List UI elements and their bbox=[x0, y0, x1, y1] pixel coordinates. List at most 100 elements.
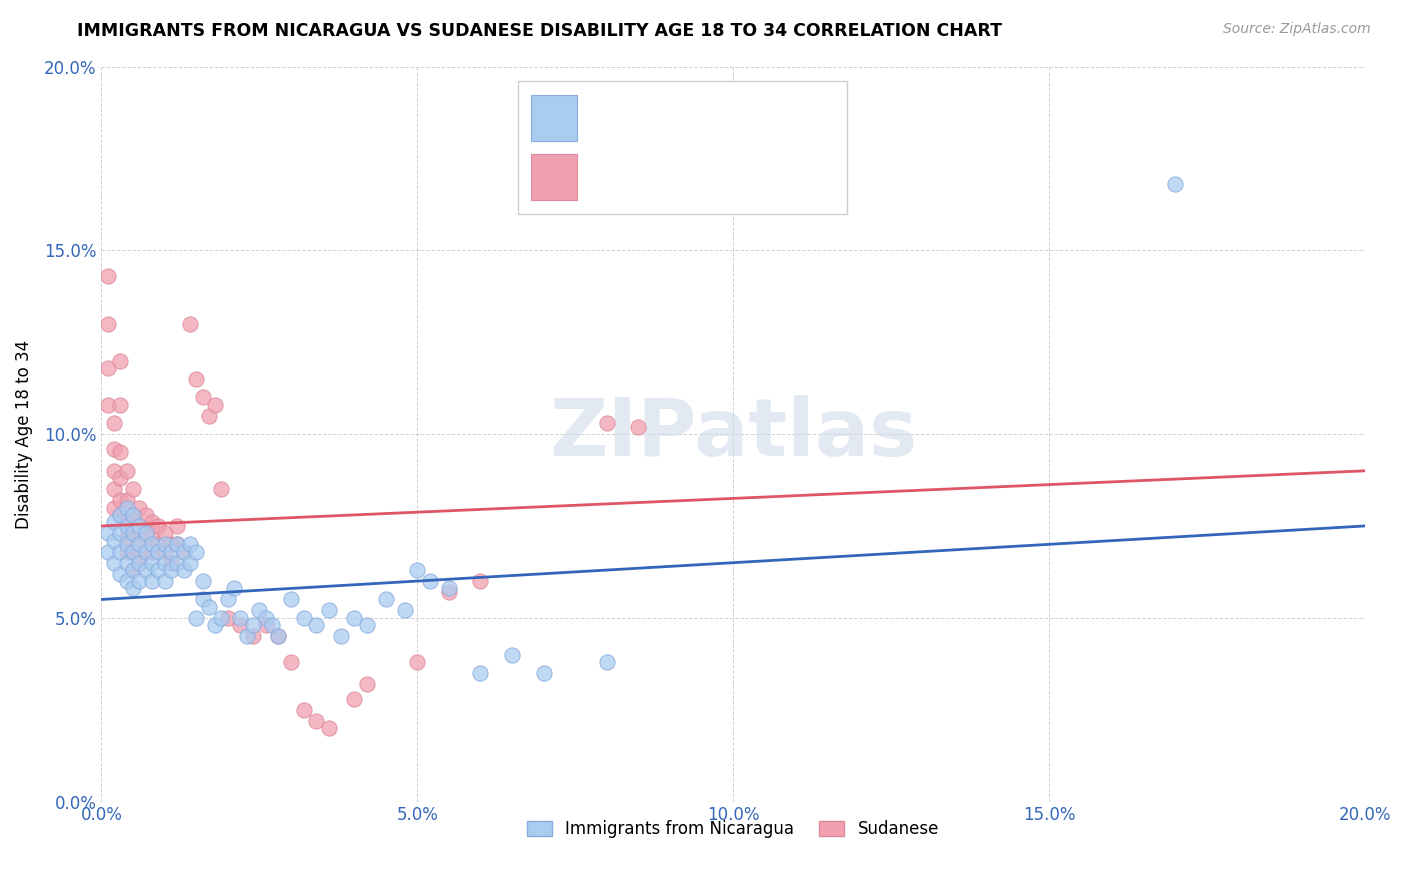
Point bbox=[115, 556, 138, 570]
Point bbox=[198, 599, 221, 614]
Point bbox=[229, 618, 252, 632]
Point bbox=[419, 574, 441, 588]
Point bbox=[141, 574, 163, 588]
Point bbox=[103, 533, 125, 548]
Point bbox=[153, 526, 176, 541]
Point bbox=[235, 629, 257, 643]
Point bbox=[115, 530, 138, 544]
Point bbox=[160, 544, 183, 558]
Point bbox=[135, 563, 157, 577]
Point bbox=[115, 544, 138, 558]
Point bbox=[186, 544, 208, 558]
Point bbox=[148, 519, 170, 533]
Point bbox=[135, 544, 157, 558]
Point bbox=[97, 544, 120, 558]
Point bbox=[115, 574, 138, 588]
Point bbox=[356, 618, 378, 632]
Point bbox=[191, 592, 214, 607]
Point bbox=[115, 464, 138, 478]
Point bbox=[211, 611, 233, 625]
Point bbox=[148, 544, 170, 558]
Point bbox=[153, 537, 176, 551]
Point bbox=[97, 398, 120, 412]
Point bbox=[166, 537, 188, 551]
Point bbox=[330, 629, 353, 643]
Point bbox=[141, 537, 163, 551]
Point bbox=[128, 519, 150, 533]
Text: Source: ZipAtlas.com: Source: ZipAtlas.com bbox=[1223, 22, 1371, 37]
Point bbox=[191, 574, 214, 588]
Point bbox=[179, 556, 201, 570]
Point bbox=[179, 537, 201, 551]
Point bbox=[173, 544, 195, 558]
Point bbox=[97, 526, 120, 541]
Point bbox=[128, 500, 150, 515]
Point bbox=[122, 526, 145, 541]
Point bbox=[186, 372, 208, 386]
Point bbox=[97, 317, 120, 331]
Point bbox=[160, 537, 183, 551]
Point bbox=[128, 537, 150, 551]
Point bbox=[128, 537, 150, 551]
Point bbox=[533, 665, 555, 680]
Point bbox=[115, 500, 138, 515]
Point bbox=[110, 526, 132, 541]
Point bbox=[122, 563, 145, 577]
Point bbox=[135, 544, 157, 558]
Point bbox=[103, 442, 125, 456]
Point bbox=[406, 563, 429, 577]
Point bbox=[305, 714, 328, 728]
Point bbox=[254, 611, 277, 625]
Point bbox=[292, 703, 315, 717]
Point bbox=[128, 556, 150, 570]
Point bbox=[122, 508, 145, 522]
Point bbox=[153, 544, 176, 558]
Point bbox=[110, 508, 132, 522]
Point bbox=[160, 563, 183, 577]
Point bbox=[122, 544, 145, 558]
Point bbox=[141, 516, 163, 530]
Point bbox=[97, 360, 120, 375]
Point bbox=[110, 471, 132, 485]
Point bbox=[305, 618, 328, 632]
Point bbox=[173, 544, 195, 558]
Point bbox=[254, 618, 277, 632]
Point bbox=[247, 603, 270, 617]
Point bbox=[97, 268, 120, 283]
Point bbox=[103, 556, 125, 570]
Point bbox=[292, 611, 315, 625]
Point bbox=[110, 493, 132, 508]
Point bbox=[122, 482, 145, 496]
Point bbox=[406, 655, 429, 669]
Point bbox=[596, 416, 619, 430]
Point bbox=[153, 556, 176, 570]
Point bbox=[122, 526, 145, 541]
Y-axis label: Disability Age 18 to 34: Disability Age 18 to 34 bbox=[15, 340, 32, 529]
Point bbox=[267, 629, 290, 643]
Point bbox=[110, 566, 132, 581]
Point bbox=[166, 519, 188, 533]
Point bbox=[437, 582, 460, 596]
Point bbox=[198, 409, 221, 423]
Point bbox=[356, 677, 378, 691]
Point bbox=[160, 556, 183, 570]
Point bbox=[110, 445, 132, 459]
Point bbox=[204, 618, 226, 632]
Point bbox=[141, 530, 163, 544]
Point bbox=[343, 691, 366, 706]
Point bbox=[110, 353, 132, 368]
Point bbox=[470, 665, 492, 680]
Point bbox=[173, 563, 195, 577]
Point bbox=[110, 544, 132, 558]
Point bbox=[318, 603, 340, 617]
Point bbox=[122, 544, 145, 558]
Point bbox=[343, 611, 366, 625]
Point bbox=[260, 618, 283, 632]
Point bbox=[267, 629, 290, 643]
Legend: Immigrants from Nicaragua, Sudanese: Immigrants from Nicaragua, Sudanese bbox=[520, 814, 946, 845]
Point bbox=[103, 500, 125, 515]
Point bbox=[229, 611, 252, 625]
Point bbox=[141, 544, 163, 558]
Point bbox=[596, 655, 619, 669]
Point bbox=[135, 526, 157, 541]
